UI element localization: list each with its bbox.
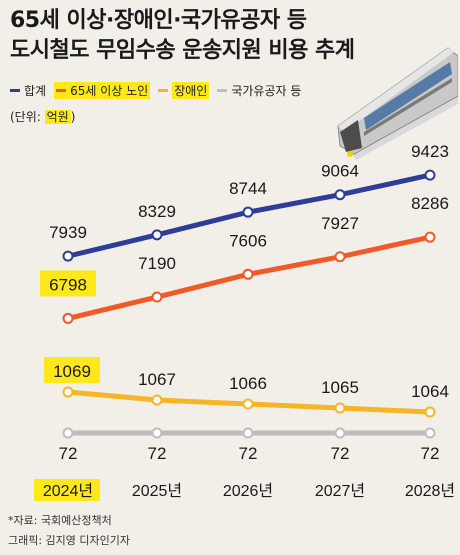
data-label-veterans: 72: [331, 444, 350, 463]
unit-prefix: (단위:: [10, 110, 45, 124]
data-point-disabled: [151, 394, 163, 406]
legend-label-veterans: 국가유공자 등: [231, 83, 302, 98]
x-tick-label: 2027년: [315, 482, 365, 500]
data-label-total: 9423: [411, 142, 449, 161]
legend-swatch-total: [10, 88, 20, 92]
data-point-disabled: [424, 406, 436, 418]
chart-title: 65세 이상·장애인·국가유공자 등 도시철도 무임수송 운송지원 비용 추계: [10, 6, 450, 66]
data-point-veterans: [151, 427, 163, 439]
title-line-1: 65세 이상·장애인·국가유공자 등: [10, 8, 307, 33]
data-label-total: 7939: [49, 223, 87, 242]
legend-swatch-elderly: [56, 88, 67, 92]
data-point-total: [151, 229, 163, 241]
data-point-disabled: [242, 398, 254, 410]
data-label-disabled: 1064: [411, 382, 449, 401]
data-point-elderly: [424, 231, 436, 243]
x-tick-label: 2026년: [223, 482, 273, 500]
data-label-total: 9064: [321, 162, 359, 181]
data-point-total: [62, 250, 74, 262]
highlight-box-data-label: [40, 270, 96, 297]
data-label-elderly: 7190: [138, 254, 176, 273]
legend-label-total: 합계: [24, 83, 47, 98]
data-label-elderly: 6798: [49, 275, 87, 294]
legend-swatch-veterans: [217, 88, 228, 92]
data-label-disabled: 1066: [229, 374, 267, 393]
x-tick-label: 2028년: [405, 482, 455, 500]
data-label-veterans: 72: [421, 444, 440, 463]
data-point-veterans: [62, 427, 74, 439]
data-point-veterans: [424, 427, 436, 439]
data-label-veterans: 72: [59, 444, 78, 463]
data-point-elderly: [62, 312, 74, 324]
data-label-total: 8329: [138, 202, 176, 221]
highlight-box-data-label: [44, 357, 100, 383]
unit-value: 억원: [44, 110, 71, 124]
data-point-veterans: [242, 427, 254, 439]
x-tick-label: 2025년: [132, 482, 182, 500]
legend-swatch-disabled: [158, 88, 169, 92]
data-label-disabled: 1069: [53, 362, 91, 381]
x-tick-label: 2024년: [43, 482, 93, 500]
data-point-elderly: [334, 251, 346, 263]
unit-label: (단위: 억원): [10, 108, 75, 125]
data-label-elderly: 8286: [411, 194, 449, 213]
source-note: *자료: 국회예산정책처: [8, 514, 112, 527]
data-label-elderly: 7927: [321, 214, 359, 233]
data-point-total: [424, 169, 436, 181]
data-point-total: [242, 206, 254, 218]
chart-legend: 합계 65세 이상 노인 장애인 국가유공자 등: [10, 80, 309, 100]
data-label-disabled: 1065: [321, 378, 359, 397]
data-label-veterans: 72: [239, 444, 258, 463]
data-label-disabled: 1067: [138, 370, 176, 389]
title-line-2: 도시철도 무임수송 운송지원 비용 추계: [10, 38, 355, 63]
legend-item-total: 합계: [10, 82, 46, 99]
data-label-veterans: 72: [148, 444, 167, 463]
legend-item-veterans: 국가유공자 등: [217, 82, 301, 99]
data-label-elderly: 7606: [229, 231, 267, 250]
data-point-disabled: [62, 386, 74, 398]
data-label-total: 8744: [229, 179, 267, 198]
legend-item-elderly: 65세 이상 노인: [54, 81, 151, 99]
data-point-total: [334, 189, 346, 201]
graphic-credit: 그래픽: 김지영 디자인기자: [8, 534, 131, 547]
data-point-veterans: [334, 427, 346, 439]
data-point-disabled: [334, 402, 346, 414]
unit-suffix: ): [70, 110, 76, 124]
data-point-elderly: [151, 291, 163, 303]
legend-label-elderly: 65세 이상 노인: [70, 83, 149, 98]
highlight-box-x-label: [34, 479, 100, 501]
subway-train-illustration: [330, 40, 459, 160]
legend-label-disabled: 장애인: [172, 81, 210, 99]
data-point-elderly: [242, 268, 254, 280]
legend-item-disabled: 장애인: [158, 81, 210, 99]
